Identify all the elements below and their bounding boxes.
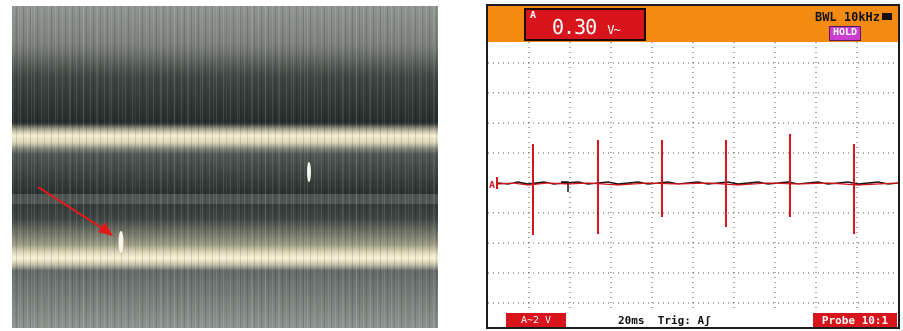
trace-spikes (532, 134, 855, 235)
reading-number: 0.30 (552, 15, 597, 39)
trace-marker-label: A (489, 180, 495, 191)
reading-channel-label: A (530, 10, 537, 21)
surface-defect (307, 162, 311, 182)
scope-plot: A (488, 42, 898, 312)
surface-defect (118, 231, 124, 253)
reading-value: 0.30 V~ (552, 15, 621, 39)
channel-scale-badge: A~2 V (506, 313, 566, 327)
trigger-label: Trig: Aʃ (657, 314, 711, 327)
surface-photo (12, 6, 438, 328)
reading-box: A 0.30 V~ (524, 8, 646, 41)
surface-photo-svg (12, 6, 438, 328)
trace-baseline (497, 182, 898, 186)
timebase-and-trigger: 20ms Trig: Aʃ (618, 313, 711, 327)
graticule (488, 42, 898, 312)
bandwidth-limit: BWL 10kHz (815, 10, 892, 24)
bandwidth-label: BWL 10kHz (814, 10, 880, 24)
oscilloscope-screen: A 0.30 V~ BWL 10kHz HOLD A (486, 4, 900, 329)
red-arrow-icon (37, 186, 113, 236)
hold-badge: HOLD (829, 26, 862, 41)
timebase-label: 20ms (618, 314, 645, 327)
battery-icon (882, 13, 892, 20)
probe-badge: Probe 10:1 (813, 313, 897, 327)
reading-unit: V~ (607, 23, 620, 37)
